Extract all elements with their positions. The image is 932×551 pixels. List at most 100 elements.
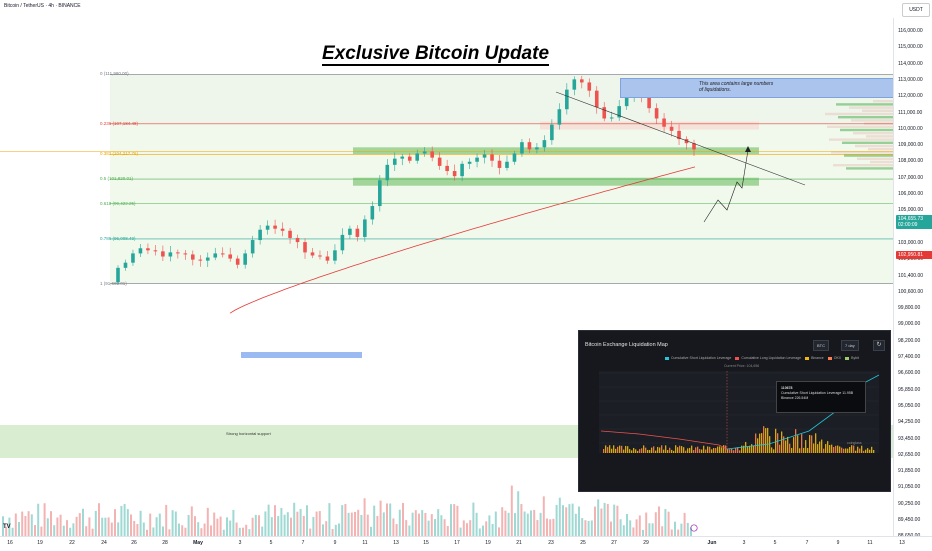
volume-bar	[238, 527, 241, 536]
volume-bar	[197, 522, 200, 536]
volume-bar	[306, 505, 308, 536]
volume-bar	[245, 524, 248, 536]
exchange-select[interactable]: BTC	[813, 340, 829, 351]
volume-bar	[488, 515, 491, 536]
x-tick-label: 27	[611, 540, 617, 546]
volume-bar	[213, 512, 216, 536]
x-tick-label: 11	[867, 540, 873, 546]
tooltip-title: 110678	[781, 386, 793, 390]
volume-bar	[171, 510, 174, 536]
inset-liquidation-bar	[609, 445, 611, 453]
liquidation-bar	[851, 119, 893, 122]
candle-body	[594, 90, 599, 108]
y-tick-label: 100,600.00	[898, 288, 924, 295]
candle-body	[131, 253, 135, 263]
candle-body	[183, 253, 188, 255]
inset-liquidation-bar	[775, 428, 777, 453]
liquidation-bar	[873, 100, 893, 103]
volume-bar	[210, 525, 212, 536]
volume-bar	[277, 516, 280, 536]
volume-bar	[40, 526, 43, 536]
inset-liquidation-bar	[817, 444, 819, 453]
inset-liquidation-bar	[735, 447, 737, 453]
volume-bar	[418, 513, 420, 536]
time-axis[interactable]: 16 19 22 24 26 28 May 3 5 7 9 11 13 15 17 19 21 23 25 27 29 J…	[0, 536, 932, 551]
inset-liquidation-bar	[793, 437, 795, 453]
candle-body	[400, 156, 405, 159]
volume-bar	[504, 510, 507, 536]
volume-bar	[178, 523, 180, 536]
refresh-icon[interactable]: ↻	[873, 340, 885, 351]
inset-liquidation-bar	[681, 446, 683, 453]
volume-bar	[674, 521, 676, 536]
inset-liquidation-bar	[809, 435, 811, 453]
inset-liquidation-bar	[603, 449, 605, 453]
price-scale[interactable]: 116,000.00 115,000.00 114,000.00 113,000.00…	[893, 18, 932, 539]
volume-bar	[293, 502, 296, 536]
candle-body	[602, 107, 607, 119]
volume-bar	[466, 523, 468, 536]
inset-liquidation-bar	[719, 446, 721, 453]
inset-liquidation-bar	[827, 441, 829, 453]
inset-liquidation-bar	[845, 448, 847, 453]
legend-label: Bybit	[851, 356, 859, 360]
inset-liquidation-bar	[795, 429, 797, 453]
y-tick-label: 97,400.00	[898, 354, 921, 360]
candle-body	[310, 252, 315, 256]
currency-button[interactable]: USDT	[902, 3, 930, 17]
volume-bar	[62, 525, 65, 536]
candle-body	[550, 124, 554, 141]
candle-body	[243, 253, 247, 265]
candle-body	[213, 253, 218, 258]
x-tick-label: 13	[899, 540, 905, 546]
volume-bar	[670, 529, 673, 536]
range-select[interactable]: 7 day	[841, 340, 859, 351]
volume-bar	[542, 496, 545, 536]
inset-liquidation-bar	[667, 450, 669, 453]
volume-bar	[498, 527, 500, 536]
volume-bar	[181, 525, 184, 536]
volume-bar	[258, 515, 260, 536]
liquidation-bar	[844, 154, 893, 157]
legend-swatch	[845, 356, 850, 360]
candle-body	[205, 257, 210, 261]
volume-bar	[683, 512, 686, 536]
volume-bar	[568, 504, 571, 536]
inset-liquidation-bar	[751, 444, 753, 453]
volume-bar	[434, 519, 436, 536]
candle-body	[684, 139, 689, 144]
tradingview-logo-icon[interactable]: TV	[3, 524, 11, 530]
inset-liquidation-bar	[623, 449, 625, 453]
inset-current-price: Current Price: 104,656	[724, 364, 760, 368]
volume-bar	[75, 516, 78, 536]
inset-liquidation-bar	[707, 446, 709, 453]
volume-bar	[107, 517, 110, 536]
inset-liquidation-bar	[839, 446, 841, 453]
volume-bar	[654, 512, 657, 536]
moving-average-line	[229, 166, 696, 314]
volume-bar	[600, 508, 603, 536]
candle-body	[363, 219, 367, 237]
inset-liquidation-bar	[713, 448, 715, 453]
projection-path	[703, 149, 749, 223]
liquidation-bar	[866, 135, 893, 138]
candle-body	[505, 161, 509, 168]
volume-bar	[450, 504, 452, 536]
y-tick-label: 98,200.00	[898, 337, 921, 344]
inset-liquidation-bar	[731, 448, 733, 453]
volume-bar	[338, 523, 340, 536]
inset-liquidation-bar	[747, 446, 749, 453]
volume-bar	[507, 512, 510, 536]
candle-body	[280, 228, 285, 231]
candle-body	[535, 147, 539, 150]
x-tick-label: 9	[836, 540, 840, 546]
volume-bar	[347, 512, 350, 536]
volume-bar	[328, 503, 331, 536]
volume-bar	[146, 529, 148, 536]
headline: Exclusive Bitcoin Update	[322, 43, 550, 66]
volume-bar	[664, 509, 667, 536]
inset-liquidation-bar	[647, 449, 649, 453]
inset-liquidation-bar	[865, 449, 867, 453]
inset-liquidation-bar	[695, 447, 697, 453]
liquidation-annotation: This area contains large numbers of liqu…	[620, 78, 903, 98]
